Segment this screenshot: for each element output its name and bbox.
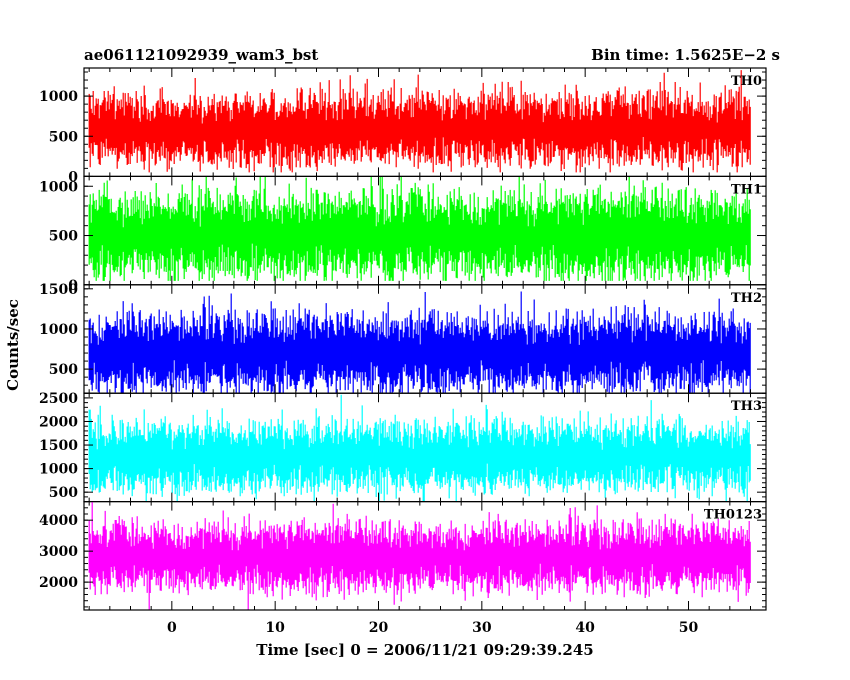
x-tick-label: 10 xyxy=(265,620,285,636)
series-th0123-trace xyxy=(88,501,751,610)
y-tick-label: 1000 xyxy=(39,89,78,105)
x-tick-label: 50 xyxy=(679,620,699,636)
y-tick-label: 0 xyxy=(68,169,78,185)
series-label-th0: TH0 xyxy=(731,74,762,89)
y-tick-label: 1000 xyxy=(39,462,78,478)
y-tick-label: 3000 xyxy=(39,544,78,560)
chart-title: ae061121092939_wam3_bst xyxy=(84,46,318,64)
y-tick-label: 1500 xyxy=(39,282,78,298)
y-tick-label: 1000 xyxy=(39,179,78,195)
y-tick-label: 1000 xyxy=(39,322,78,338)
y-tick-label: 2000 xyxy=(39,414,78,430)
panel-th2: 500 1000 1500 TH2 xyxy=(39,282,767,394)
x-axis: 0 10 20 30 40 50 xyxy=(167,620,699,636)
x-axis-label: Time [sec] 0 = 2006/11/21 09:29:39.245 xyxy=(256,641,593,659)
panels-group: 0 500 1000 TH0 0 500 1000 TH1 500 1000 1500 TH2 500 1… xyxy=(39,67,767,611)
y-axis-label: Counts/sec xyxy=(4,299,22,391)
x-tick-label: 30 xyxy=(472,620,492,636)
y-tick-label: 500 xyxy=(49,362,78,378)
series-th2-trace xyxy=(88,291,751,394)
panel-th3: 500 1000 1500 2000 2500 TH3 xyxy=(39,391,767,503)
y-tick-label: 2000 xyxy=(39,575,78,591)
panel-th1: 0 500 1000 TH1 xyxy=(39,175,767,294)
y-tick-label: 4000 xyxy=(39,513,78,529)
panel-frame-th0123 xyxy=(83,501,767,611)
series-label-th2: TH2 xyxy=(731,291,762,306)
x-tick-label: 40 xyxy=(575,620,595,636)
y-tick-label: 500 xyxy=(49,229,78,245)
y-tick-label: 500 xyxy=(49,485,78,501)
series-th1-trace xyxy=(88,176,751,281)
series-label-th0123: TH0123 xyxy=(704,508,762,523)
bin-time-label: Bin time: 1.5625E−2 s xyxy=(591,46,780,64)
x-tick-label: 20 xyxy=(369,620,389,636)
series-th0-trace xyxy=(88,70,751,173)
x-tick-label: 0 xyxy=(167,620,177,636)
series-label-th1: TH1 xyxy=(731,182,762,197)
y-tick-label: 2500 xyxy=(39,391,78,407)
series-label-th3: TH3 xyxy=(731,399,762,414)
y-tick-label: 500 xyxy=(49,129,78,145)
series-th3-trace xyxy=(88,394,751,502)
panel-th0123: 2000 3000 4000 TH0123 xyxy=(39,501,767,611)
y-tick-label: 1500 xyxy=(39,438,78,454)
y-tick-label: 0 xyxy=(68,278,78,294)
panel-th0: 0 500 1000 TH0 xyxy=(39,67,767,185)
